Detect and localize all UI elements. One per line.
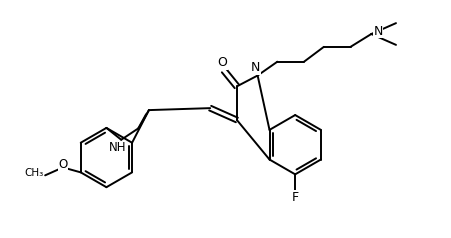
- Text: O: O: [216, 56, 226, 69]
- Text: F: F: [291, 191, 298, 203]
- Text: NH: NH: [108, 141, 126, 154]
- Text: N: N: [250, 61, 260, 74]
- Text: O: O: [58, 158, 67, 171]
- Text: CH₃: CH₃: [24, 168, 43, 178]
- Text: N: N: [373, 25, 382, 38]
